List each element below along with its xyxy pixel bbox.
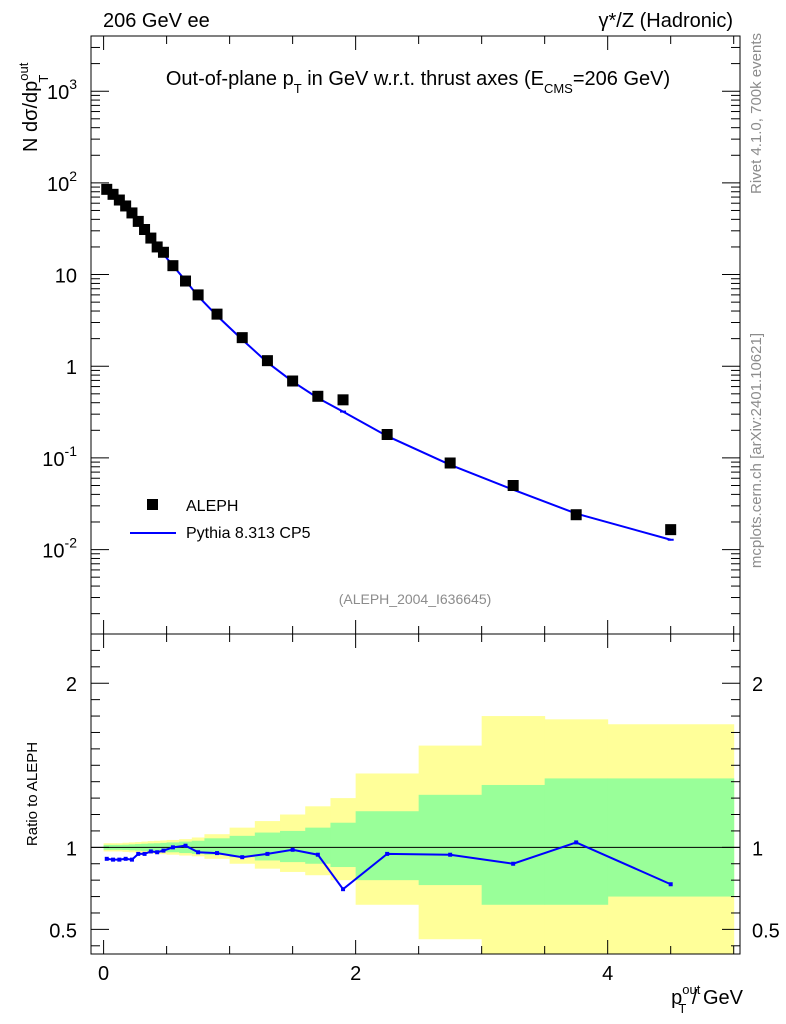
- ratio-point: [111, 857, 116, 862]
- legend-pythia-label: Pythia 8.313 CP5: [186, 525, 311, 542]
- ratio-y-tick-label-left: 2: [66, 674, 77, 696]
- data-marker: [157, 246, 169, 258]
- ratio-point: [574, 840, 579, 845]
- ratio-point: [290, 847, 295, 852]
- header-left-label: 206 GeV ee: [103, 10, 210, 32]
- ratio-point: [215, 851, 220, 856]
- main-y-label: N dσ/dpout T: [16, 62, 51, 152]
- ratio-point: [511, 861, 516, 866]
- main-panel: 10-2 10-1 1 10 102 103 Out-of-plane pT in GeV…: [16, 35, 741, 635]
- main-frame: [90, 35, 741, 635]
- data-marker: [507, 480, 519, 492]
- ratio-point: [170, 845, 175, 850]
- ratio-point: [161, 848, 166, 853]
- data-marker: [665, 524, 677, 536]
- ratio-band-inner: [418, 794, 483, 886]
- ratio-point: [196, 850, 201, 855]
- ratio-point: [148, 849, 153, 854]
- main-y-tick-label: 10-1: [42, 443, 77, 471]
- ratio-y-label: Ratio to ALEPH: [24, 742, 41, 846]
- ratio-band-inner: [330, 822, 357, 868]
- x-axis-label: pout T / GeV: [671, 982, 744, 1016]
- ratio-band-inner: [204, 838, 231, 855]
- ratio-point: [448, 852, 453, 857]
- data-marker: [570, 509, 582, 521]
- data-marker: [120, 200, 132, 212]
- ratio-y-tick-label-right: 1: [752, 838, 763, 860]
- ratio-panel: 0.5 0.5 1 1 2 2 0 2 4 Ratio to ALEPH pout T / GeV: [24, 633, 780, 1016]
- legend-aleph-label: ALEPH: [186, 498, 238, 515]
- ratio-point: [265, 851, 270, 856]
- data-marker: [113, 194, 125, 206]
- ratio-band-inner: [305, 827, 331, 864]
- mc-line: [106, 191, 671, 541]
- data-marker: [261, 355, 273, 367]
- mcplots-label: mcplots.cern.ch [arXiv:2401.10621]: [748, 333, 765, 568]
- main-y-tick-label: 1: [66, 357, 77, 379]
- main-y-tick-label: 103: [47, 76, 77, 104]
- main-plot-area: [101, 183, 677, 541]
- ratio-y-tick-label-right: 0.5: [752, 920, 780, 942]
- main-y-ticks: 10-2 10-1 1 10 102 103: [42, 35, 740, 634]
- ratio-point: [341, 887, 346, 892]
- data-marker: [126, 207, 138, 219]
- x-tick-label: 4: [602, 963, 613, 985]
- ratio-point: [129, 857, 134, 862]
- ratio-point: [117, 857, 122, 862]
- ratio-band-inner: [481, 784, 546, 905]
- ratio-point: [123, 856, 128, 861]
- data-marker: [312, 390, 324, 402]
- ratio-band-inner: [355, 811, 420, 881]
- header-right-label: γ*/Z (Hadronic): [599, 10, 733, 32]
- data-marker: [287, 375, 299, 387]
- data-marker: [337, 394, 349, 406]
- data-marker: [101, 183, 113, 195]
- main-title: Out-of-plane pT in GeV w.r.t. thrust axe…: [166, 68, 670, 96]
- data-marker: [180, 275, 192, 287]
- ratio-point: [142, 851, 147, 856]
- data-marker: [211, 308, 223, 320]
- ratio-point: [136, 851, 141, 856]
- data-marker: [192, 289, 204, 301]
- data-marker: [444, 457, 456, 469]
- ratio-point: [183, 843, 188, 848]
- ratio-band-inner: [254, 832, 281, 861]
- data-marker: [236, 332, 248, 344]
- data-marker: [139, 224, 151, 236]
- x-tick-label: 2: [350, 963, 361, 985]
- legend-aleph-marker: [147, 499, 158, 510]
- ratio-point: [104, 856, 109, 861]
- ratio-plot-area: [91, 716, 740, 954]
- ratio-band-inner: [280, 830, 306, 863]
- analysis-watermark: (ALEPH_2004_I636645): [339, 591, 492, 607]
- ratio-y-tick-label-left: 0.5: [49, 920, 77, 942]
- rivet-version-label: Rivet 4.1.0, 700k events: [748, 33, 765, 194]
- data-marker: [381, 429, 393, 441]
- data-marker: [107, 188, 119, 200]
- main-y-tick-label: 10: [55, 266, 77, 288]
- ratio-y-tick-label-right: 2: [752, 674, 763, 696]
- ratio-band-inner: [607, 778, 735, 897]
- ratio-point: [155, 850, 160, 855]
- main-y-tick-label: 102: [47, 168, 77, 196]
- data-marker: [167, 260, 179, 272]
- ratio-band-inner: [229, 835, 256, 858]
- ratio-frame: [90, 633, 741, 955]
- ratio-y-tick-label-left: 1: [66, 838, 77, 860]
- ratio-point: [240, 855, 245, 860]
- data-marker: [132, 215, 144, 227]
- main-y-tick-label: 10-2: [42, 535, 77, 563]
- ratio-point: [385, 851, 390, 856]
- ratio-point: [668, 882, 673, 887]
- ratio-point: [315, 852, 320, 857]
- data-marker: [145, 232, 157, 244]
- x-tick-label: 0: [98, 963, 109, 985]
- ratio-ticks: 0.5 0.5 1 1 2 2 0 2 4: [49, 634, 780, 985]
- data-marker: [151, 241, 163, 253]
- legend: ALEPH Pythia 8.313 CP5: [130, 498, 311, 542]
